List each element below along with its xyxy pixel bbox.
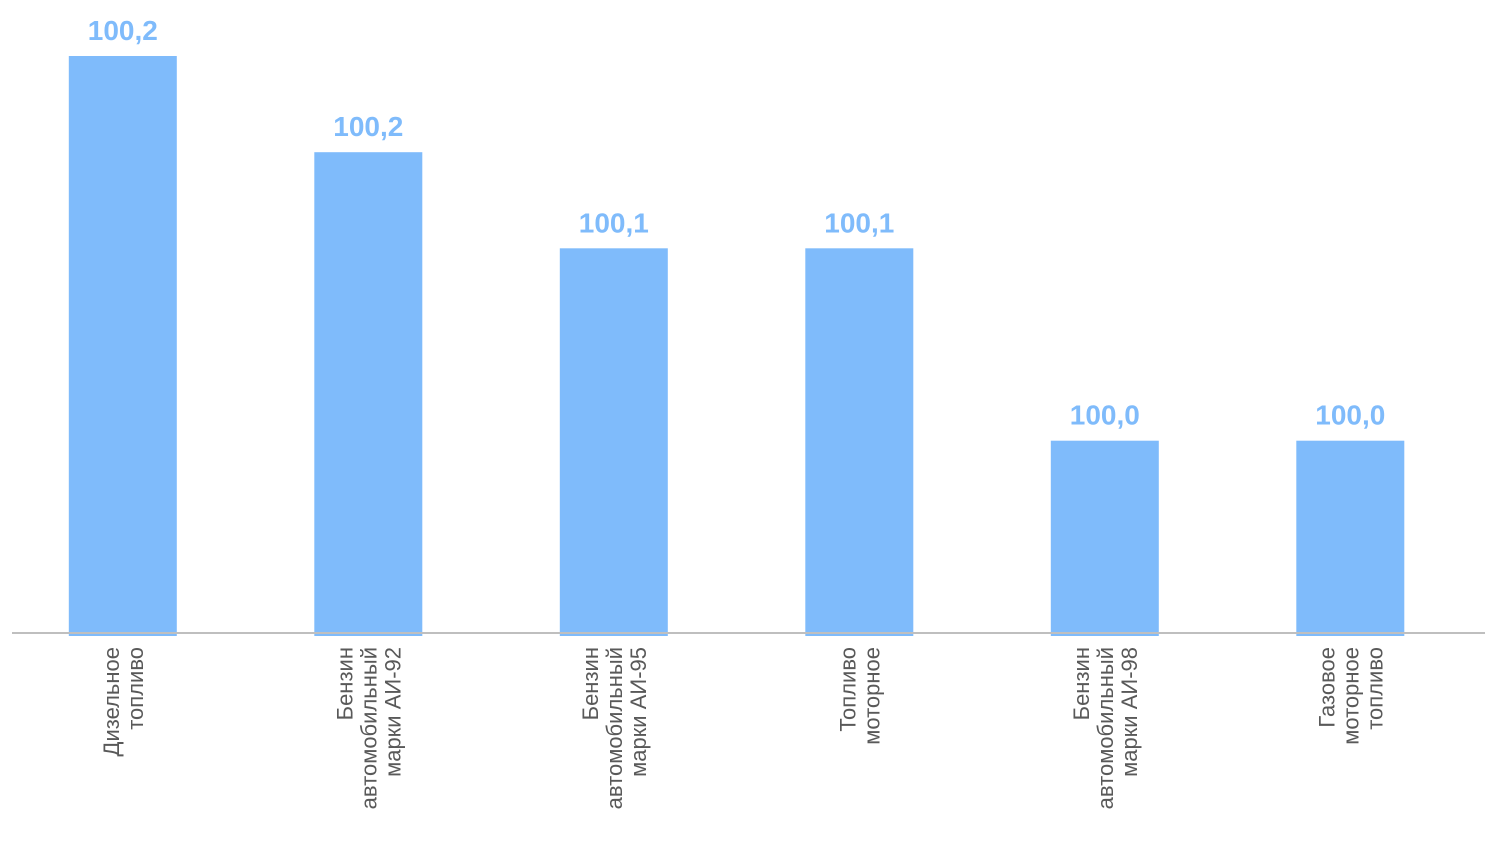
bars-group bbox=[68, 56, 1405, 637]
category-label-line: Дизельное bbox=[99, 647, 124, 756]
category-label: Бензин автомобильный марки АИ-98 bbox=[1069, 647, 1142, 809]
category-label-line: автомобильный bbox=[602, 647, 627, 809]
category-labels-group: Дизельное топливо Бензин автомобильный марки… bbox=[99, 647, 1388, 809]
bar-value-label: 100,2 bbox=[333, 111, 403, 142]
category-label-line: топливо bbox=[123, 647, 148, 730]
bar-value-label: 100,0 bbox=[1315, 400, 1385, 431]
category-label-line: топливо bbox=[1362, 647, 1387, 730]
category-label-line: моторное bbox=[859, 647, 884, 745]
bar bbox=[1296, 440, 1405, 636]
category-label: Газовое моторное топливо bbox=[1314, 647, 1387, 745]
bar-value-label: 100,1 bbox=[824, 207, 894, 238]
category-label: Бензин автомобильный марки АИ-95 bbox=[578, 647, 651, 809]
category-label-line: марки АИ-95 bbox=[626, 647, 651, 777]
category-label-line: Топливо bbox=[835, 647, 860, 732]
category-label-line: Бензин bbox=[1069, 647, 1094, 720]
category-label: Бензин автомобильный марки АИ-92 bbox=[332, 647, 405, 809]
value-labels-group: 100,2 100,2 100,1 100,1 100,0 100,0 bbox=[88, 15, 1386, 431]
category-label-line: Газовое bbox=[1314, 647, 1339, 728]
category-label-line: автомобильный bbox=[356, 647, 381, 809]
category-label-line: марки АИ-92 bbox=[380, 647, 405, 777]
bar-value-label: 100,0 bbox=[1070, 400, 1140, 431]
bar bbox=[68, 56, 177, 636]
category-label-line: Бензин bbox=[332, 647, 357, 720]
bar bbox=[1050, 440, 1159, 636]
bar bbox=[314, 152, 423, 636]
bar-value-label: 100,2 bbox=[88, 15, 158, 46]
category-label-line: моторное bbox=[1338, 647, 1363, 745]
bar bbox=[559, 248, 668, 637]
category-label: Топливо моторное bbox=[835, 647, 884, 745]
category-label-line: автомобильный bbox=[1093, 647, 1118, 809]
bar-value-label: 100,1 bbox=[579, 207, 649, 238]
category-label-line: марки АИ-98 bbox=[1117, 647, 1142, 777]
bar bbox=[805, 248, 914, 637]
category-label-line: Бензин bbox=[578, 647, 603, 720]
category-label: Дизельное топливо bbox=[99, 647, 148, 756]
